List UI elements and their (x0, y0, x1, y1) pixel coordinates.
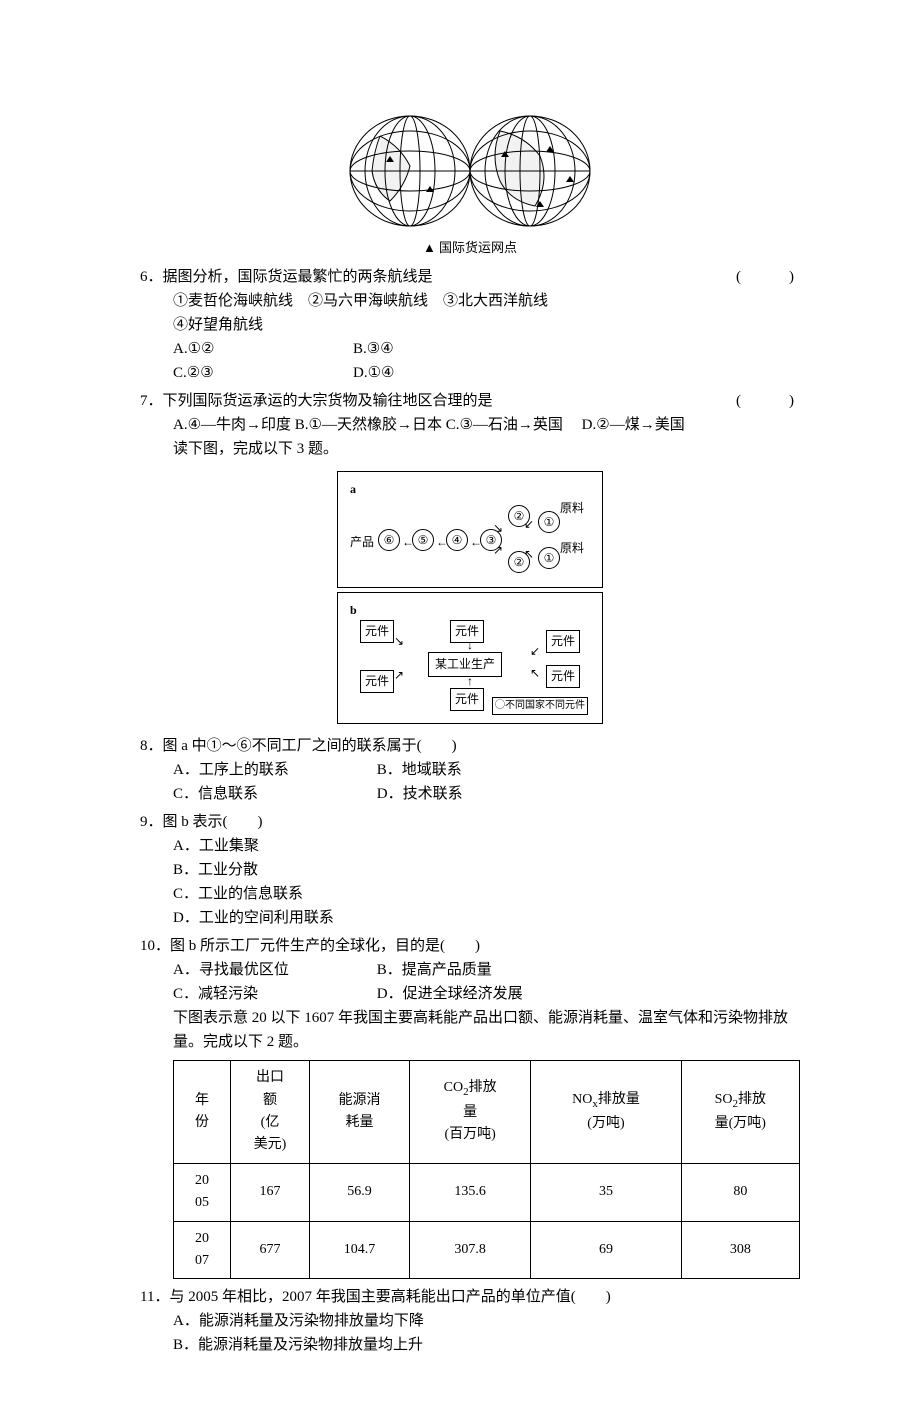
arrow-icon: ↘ (392, 632, 406, 651)
q6-paren: ( ) (736, 265, 800, 289)
table-header-row: 年份 出口额(亿美元) 能源消耗量 CO2排放量(百万吨) NOx排放量(万吨)… (174, 1061, 800, 1164)
th-year: 年份 (174, 1061, 231, 1164)
th-energy: 能源消耗量 (310, 1061, 410, 1164)
q9-opt-b: B．工业分散 (173, 858, 258, 882)
diagram-a: a 原料 ① ② ↙ ↘ 产品 ⑥ ← ⑤ ← ④ ← ③ ↗ ② ↖ ① 原料 (337, 471, 603, 588)
cell: 56.9 (310, 1163, 410, 1221)
node-1a: ① (538, 511, 560, 533)
q10-number: 10． (140, 938, 170, 954)
diagram-container: a 原料 ① ② ↙ ↘ 产品 ⑥ ← ⑤ ← ④ ← ③ ↗ ② ↖ ① 原料… (140, 469, 800, 726)
q10-opt-a: A．寻找最优区位 (173, 958, 343, 982)
cell: 80 (681, 1163, 799, 1221)
q6-number: 6． (140, 269, 163, 285)
q10-opt-b: B．提高产品质量 (377, 958, 492, 982)
arrow-icon: ↖ (528, 664, 542, 683)
arrow-icon: ↓ (465, 636, 475, 655)
q10-opt-d: D．促进全球经济发展 (377, 982, 523, 1006)
yuanjian-node: 元件 (360, 670, 394, 693)
arrow-icon: ↗ (392, 666, 406, 685)
yuanjian-node: 元件 (546, 630, 580, 653)
th-so2: SO2排放量(万吨) (681, 1061, 799, 1164)
cell: 135.6 (409, 1163, 530, 1221)
cell: 35 (531, 1163, 681, 1221)
data-table: 年份 出口额(亿美元) 能源消耗量 CO2排放量(百万吨) NOx排放量(万吨)… (173, 1060, 800, 1279)
q6-opt-c: C.②③ (173, 361, 353, 385)
yuanjian-node: 元件 (546, 665, 580, 688)
globe-svg (340, 106, 600, 236)
arrow-icon: ↗ (491, 541, 505, 560)
diagram-a-yuanliao-1: 原料 (560, 499, 584, 518)
th-co2: CO2排放量(百万吨) (409, 1061, 530, 1164)
diagram-b-label: b (350, 601, 590, 620)
q11-stem: 与 2005 年相比，2007 年我国主要高耗能出口产品的单位产值( ) (169, 1289, 610, 1305)
diagram-b: b 元件 元件 元件 元件 元件 元件 某工业生产 ↘ ↓ ↙ ↗ ↖ ↑ ◯不… (337, 592, 603, 724)
q7-paren: ( ) (736, 389, 800, 413)
q6-stem: 据图分析，国际货运最繁忙的两条航线是 (163, 269, 433, 285)
question-9: 9．图 b 表示( ) A．工业集聚 B．工业分散 C．工业的信息联系 D．工业… (140, 810, 800, 930)
table-row: 2005 167 56.9 135.6 35 80 (174, 1163, 800, 1221)
diagram-b-legend: ◯不同国家不同元件 (492, 697, 588, 715)
diagram-a-chanpin: 产品 (350, 533, 374, 552)
q10-opt-c: C．减轻污染 (173, 982, 343, 1006)
q6-opt-b: B.③④ (353, 337, 394, 361)
q6-line2: ④好望角航线 (140, 313, 800, 337)
q11-opt-b: B．能源消耗量及污染物排放量均上升 (173, 1333, 423, 1357)
q11-number: 11． (140, 1289, 169, 1305)
cell-year-2: 2007 (174, 1221, 231, 1279)
cell: 69 (531, 1221, 681, 1279)
node-1b: ① (538, 547, 560, 569)
q7-stem: 下列国际货运承运的大宗货物及输往地区合理的是 (163, 393, 493, 409)
q6-line1: ①麦哲伦海峡航线 ②马六甲海峡航线 ③北大西洋航线 (140, 289, 800, 313)
figure-globes: ▲ 国际货运网点 (140, 106, 800, 259)
cell: 104.7 (310, 1221, 410, 1279)
cell-year-1: 2005 (174, 1163, 231, 1221)
arrow-icon: ↙ (528, 642, 542, 661)
q9-stem: 图 b 表示( ) (163, 814, 263, 830)
diagram-a-label: a (350, 480, 590, 499)
node-4: ④ (446, 529, 468, 551)
q7-lead: 读下图，完成以下 3 题。 (140, 437, 800, 461)
cell: 167 (231, 1163, 310, 1221)
q11-opt-a: A．能源消耗量及污染物排放量均下降 (173, 1309, 424, 1333)
arrow-icon: ↑ (465, 672, 475, 691)
q8-number: 8． (140, 738, 163, 754)
q9-number: 9． (140, 814, 163, 830)
q8-opt-c: C．信息联系 (173, 782, 343, 806)
q7-opts: A.④—牛肉→印度 B.①—天然橡胶→日本 C.③—石油→英国 D.②—煤→美国 (140, 413, 800, 437)
question-7: 7．下列国际货运承运的大宗货物及输往地区合理的是 ( ) A.④—牛肉→印度 B… (140, 389, 800, 461)
q6-opt-a: A.①② (173, 337, 353, 361)
q10-stem: 图 b 所示工厂元件生产的全球化，目的是( ) (170, 938, 480, 954)
node-5: ⑤ (412, 529, 434, 551)
cell: 308 (681, 1221, 799, 1279)
arrow-icon: ↖ (522, 545, 536, 564)
data-table-wrap: 年份 出口额(亿美元) 能源消耗量 CO2排放量(百万吨) NOx排放量(万吨)… (140, 1060, 800, 1279)
yuanjian-node: 元件 (360, 620, 394, 643)
q8-opt-b: B．地域联系 (377, 758, 462, 782)
table-row: 2007 677 104.7 307.8 69 308 (174, 1221, 800, 1279)
q9-opt-a: A．工业集聚 (173, 834, 259, 858)
question-8: 8．图 a 中①～⑥不同工厂之间的联系属于( ) A．工序上的联系 B．地域联系… (140, 734, 800, 806)
q6-opt-d: D.①④ (353, 361, 394, 385)
q8-opt-a: A．工序上的联系 (173, 758, 343, 782)
q9-opt-c: C．工业的信息联系 (173, 882, 303, 906)
q8-opt-d: D．技术联系 (377, 782, 463, 806)
q9-opt-d: D．工业的空间利用联系 (173, 906, 334, 930)
th-nox: NOx排放量(万吨) (531, 1061, 681, 1164)
cell: 677 (231, 1221, 310, 1279)
q7-number: 7． (140, 393, 163, 409)
yuanjian-node: 元件 (450, 688, 484, 711)
figure-globes-caption: ▲ 国际货运网点 (140, 238, 800, 259)
diagram-a-yuanliao-2: 原料 (560, 539, 584, 558)
th-export: 出口额(亿美元) (231, 1061, 310, 1164)
node-6: ⑥ (378, 529, 400, 551)
cell: 307.8 (409, 1221, 530, 1279)
arrow-icon: ↙ (522, 515, 536, 534)
question-6: 6．据图分析，国际货运最繁忙的两条航线是 ( ) ①麦哲伦海峡航线 ②马六甲海峡… (140, 265, 800, 385)
question-10: 10．图 b 所示工厂元件生产的全球化，目的是( ) A．寻找最优区位 B．提高… (140, 934, 800, 1054)
question-11: 11．与 2005 年相比，2007 年我国主要高耗能出口产品的单位产值( ) … (140, 1285, 800, 1357)
q8-stem: 图 a 中①～⑥不同工厂之间的联系属于( ) (163, 738, 457, 754)
q10-lead: 下图表示意 20 以下 1607 年我国主要高耗能产品出口额、能源消耗量、温室气… (140, 1006, 800, 1054)
